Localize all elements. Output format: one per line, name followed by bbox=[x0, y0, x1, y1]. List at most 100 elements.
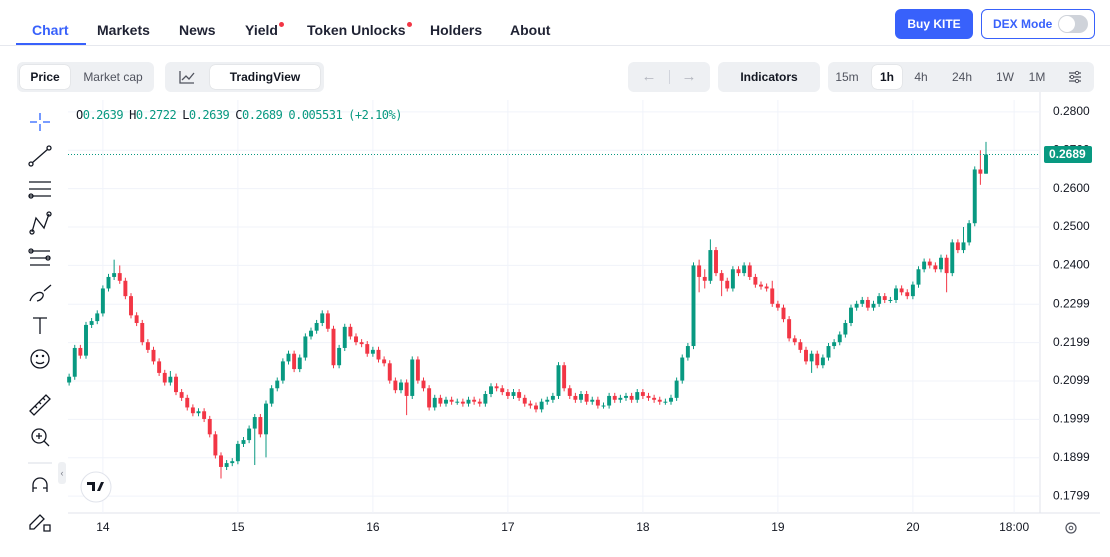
legend-low-label: L bbox=[182, 108, 189, 122]
candle-body bbox=[753, 276, 758, 285]
candle-body bbox=[972, 169, 977, 224]
nav-tab[interactable]: Token Unlocks bbox=[307, 22, 406, 38]
buy-button[interactable]: Buy KITE bbox=[895, 9, 973, 39]
candle-body bbox=[224, 463, 229, 467]
candle-body bbox=[286, 353, 291, 362]
candle-body bbox=[252, 417, 257, 429]
candle-body bbox=[449, 399, 454, 402]
y-tick-label: 0.2099 bbox=[1053, 373, 1090, 387]
candle-body bbox=[320, 313, 325, 324]
simple-chart-button[interactable] bbox=[168, 65, 206, 89]
candle-body bbox=[387, 363, 392, 381]
x-tick-label: 20 bbox=[906, 520, 920, 534]
candle-body bbox=[680, 357, 685, 381]
undo-button[interactable]: ← bbox=[641, 68, 657, 85]
interval-button[interactable]: 24h bbox=[951, 70, 973, 84]
interval-button[interactable]: 1M bbox=[1028, 70, 1046, 84]
candle-body bbox=[489, 386, 493, 395]
redo-button[interactable]: → bbox=[681, 68, 697, 85]
nav-tab[interactable]: Chart bbox=[32, 22, 69, 38]
tradingview-button[interactable]: TradingView bbox=[210, 65, 320, 89]
candle-body bbox=[618, 397, 623, 400]
candle-body bbox=[725, 280, 730, 289]
collapse-toolbar[interactable]: ‹ bbox=[58, 462, 66, 484]
candle-body bbox=[140, 323, 145, 343]
candle-body bbox=[629, 395, 634, 400]
candle-body bbox=[522, 397, 527, 404]
candle-body bbox=[399, 382, 403, 391]
settings-icon[interactable] bbox=[1068, 70, 1082, 84]
legend-change-pct: (+2.10%) bbox=[348, 108, 402, 122]
candle-body bbox=[264, 403, 268, 435]
legend-open: 0.2639 bbox=[82, 108, 124, 122]
indicators-button[interactable]: Indicators bbox=[721, 65, 817, 89]
notification-dot bbox=[279, 22, 284, 27]
y-tick-label: 0.2700 bbox=[1053, 142, 1090, 156]
metric-tab[interactable]: Market cap bbox=[83, 70, 143, 84]
interval-button[interactable]: 15m bbox=[835, 70, 859, 84]
candle-body bbox=[792, 338, 797, 343]
fib-tool[interactable] bbox=[28, 181, 51, 199]
lock-draw-tool[interactable] bbox=[29, 514, 51, 532]
metric-tab[interactable]: Price bbox=[20, 65, 70, 89]
candle-body bbox=[646, 395, 651, 398]
candle-body bbox=[477, 401, 482, 404]
candle-body bbox=[787, 319, 792, 339]
brush-tool[interactable] bbox=[29, 284, 52, 302]
pattern-tool[interactable] bbox=[29, 211, 52, 235]
candle-body bbox=[370, 349, 375, 354]
candle-body bbox=[882, 296, 887, 300]
candle-body bbox=[174, 376, 178, 393]
candle-body bbox=[657, 399, 662, 402]
nav-tab[interactable]: News bbox=[179, 22, 216, 38]
candle-body bbox=[967, 223, 972, 243]
interval-button[interactable]: 1h bbox=[872, 65, 902, 89]
candle-body bbox=[804, 349, 808, 362]
dex-mode-toggle[interactable]: DEX Mode bbox=[981, 9, 1095, 39]
interval-button[interactable]: 1W bbox=[996, 70, 1014, 84]
candle-body bbox=[528, 403, 533, 406]
candle-body bbox=[685, 346, 690, 358]
interval-button[interactable]: 4h bbox=[914, 70, 928, 84]
candle-body bbox=[337, 347, 342, 366]
candle-body bbox=[460, 401, 465, 404]
candle-body bbox=[314, 323, 319, 331]
legend-close: 0.2689 bbox=[242, 108, 283, 122]
magnet-tool[interactable] bbox=[32, 477, 48, 492]
ruler-tool[interactable] bbox=[29, 394, 51, 416]
axis-settings-core bbox=[1068, 525, 1074, 531]
candle-body bbox=[112, 273, 117, 277]
candle-body bbox=[714, 250, 718, 274]
candle-body bbox=[534, 405, 538, 410]
projection-tool[interactable] bbox=[28, 248, 51, 266]
nav-border bbox=[0, 45, 1110, 46]
emoji-tool[interactable] bbox=[30, 349, 50, 369]
trendline-tool[interactable] bbox=[28, 145, 52, 167]
x-tick-label: 16 bbox=[366, 520, 380, 534]
dex-mode-label: DEX Mode bbox=[993, 17, 1053, 31]
nav-tab[interactable]: Yield bbox=[245, 22, 278, 38]
axis-settings bbox=[1065, 522, 1077, 534]
candle-body bbox=[145, 342, 150, 350]
candle-body bbox=[944, 257, 949, 274]
candle-body bbox=[297, 357, 302, 370]
nav-tab[interactable]: Markets bbox=[97, 22, 150, 38]
candle-body bbox=[72, 347, 77, 377]
nav-tab[interactable]: About bbox=[510, 22, 551, 38]
nav-tab[interactable]: Holders bbox=[430, 22, 483, 38]
candle-body bbox=[955, 242, 960, 251]
crosshair-tool[interactable] bbox=[30, 113, 50, 131]
candle-body bbox=[567, 388, 572, 396]
candle-body bbox=[382, 359, 387, 364]
candle-body bbox=[280, 361, 285, 381]
indicators-button-wrap: Indicators bbox=[718, 62, 820, 92]
text-tool[interactable] bbox=[33, 317, 47, 334]
zoom-tool[interactable] bbox=[31, 428, 50, 447]
candle-body bbox=[815, 353, 820, 366]
candle-body bbox=[674, 380, 679, 398]
candle-body bbox=[89, 321, 94, 325]
y-tick-label: 0.2299 bbox=[1053, 296, 1090, 310]
active-tab-underline bbox=[16, 43, 86, 45]
